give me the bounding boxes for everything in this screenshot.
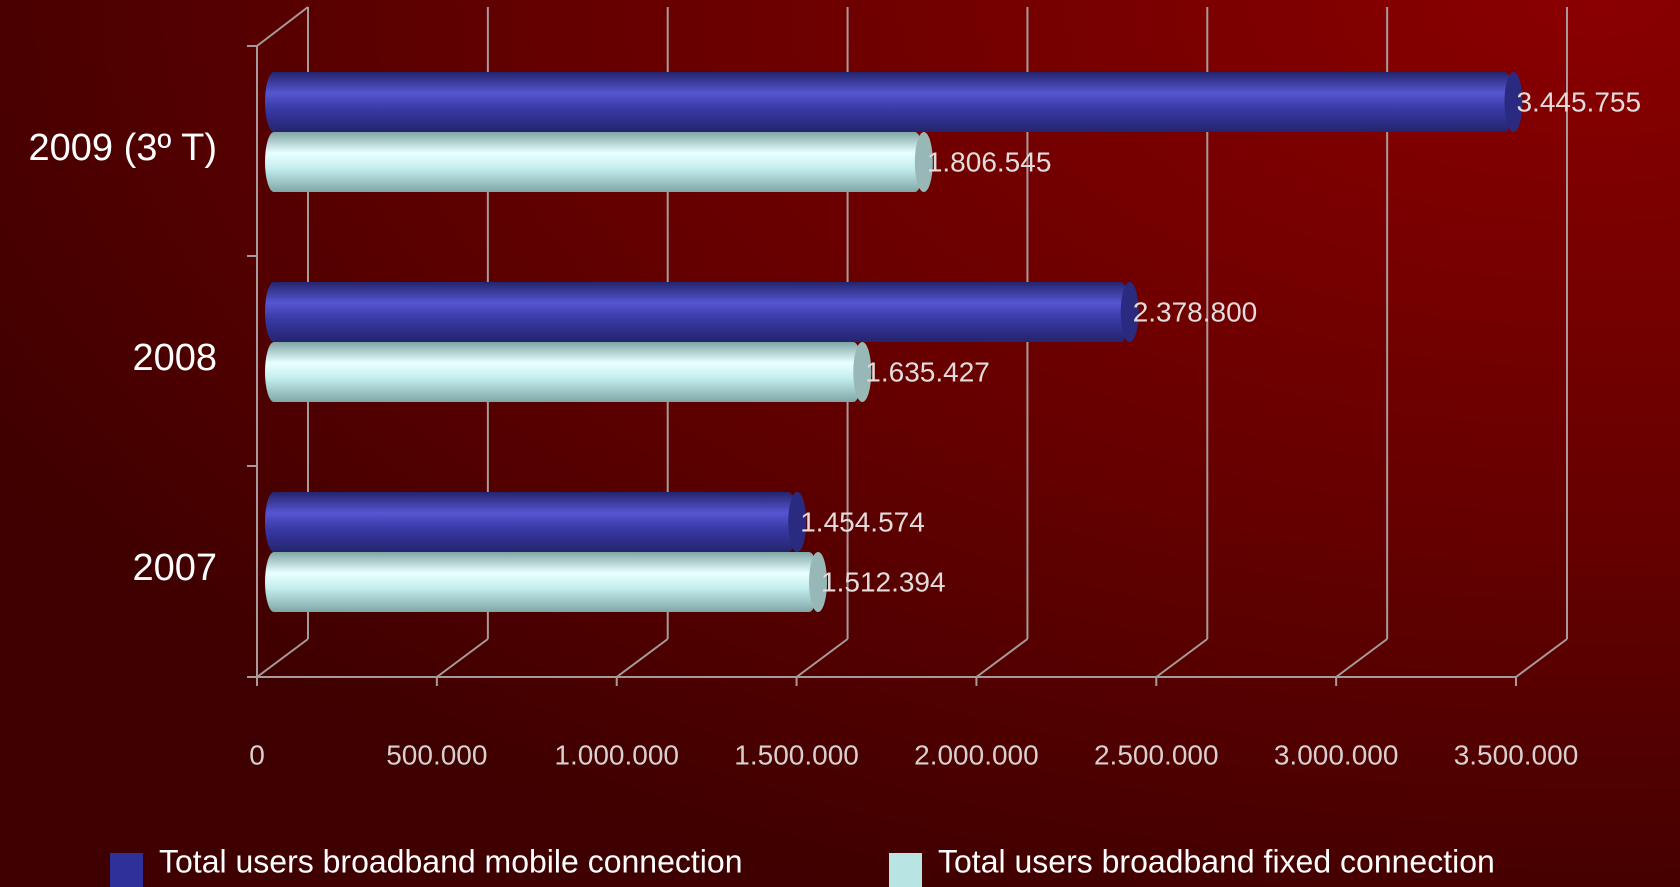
grid-line (975, 638, 1029, 678)
value-label: 2.378.800 (1133, 296, 1258, 327)
bar-cap (809, 552, 828, 612)
bar-cap (788, 492, 807, 552)
x-tick-label: 2.500.000 (1094, 739, 1219, 770)
y-tick-label: 2007 (132, 547, 217, 589)
legend-label: Total users broadband mobile connection (159, 843, 742, 879)
legend-swatch (110, 853, 143, 887)
x-tick-label: 1.500.000 (734, 739, 859, 770)
grid-line (1155, 638, 1208, 678)
y-tick-label: 2008 (132, 337, 217, 379)
x-tick-label: 500.000 (386, 739, 487, 770)
value-label: 1.635.427 (865, 356, 990, 387)
grid-line (1515, 638, 1568, 678)
bar (265, 552, 819, 612)
bar (265, 282, 1130, 342)
x-tick-label: 1.000.000 (554, 739, 679, 770)
bar (265, 492, 798, 552)
x-tick-label: 3.500.000 (1454, 739, 1579, 770)
bar-cap (1120, 282, 1139, 342)
grid-line (616, 638, 669, 678)
bar-cap (1504, 72, 1523, 132)
value-label: 1.512.394 (821, 566, 946, 597)
grid-line (436, 638, 489, 678)
legend-swatch (889, 853, 922, 887)
value-label: 3.445.755 (1516, 86, 1641, 117)
bar (265, 132, 924, 192)
value-label: 1.806.545 (927, 146, 1052, 177)
wall-edge (256, 6, 309, 47)
bar-cap (914, 132, 933, 192)
legend-label: Total users broadband fixed connection (938, 843, 1495, 879)
x-tick-label: 3.000.000 (1274, 739, 1399, 770)
value-label: 1.454.574 (800, 506, 925, 537)
bar (265, 72, 1514, 132)
x-tick-label: 2.000.000 (914, 739, 1039, 770)
grid-line (256, 638, 309, 678)
grid-line (1335, 638, 1388, 678)
bar (265, 342, 863, 402)
bar-cap (853, 342, 872, 402)
grid-line (795, 638, 849, 678)
x-tick-label: 0 (249, 739, 265, 770)
y-tick-label: 2009 (3º T) (29, 127, 218, 169)
